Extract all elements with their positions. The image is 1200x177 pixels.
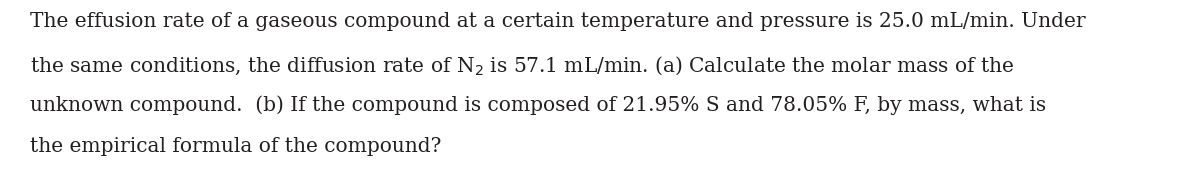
Text: the empirical formula of the compound?: the empirical formula of the compound? <box>30 137 442 156</box>
Text: unknown compound.  (b) If the compound is composed of 21.95% S and 78.05% F, by : unknown compound. (b) If the compound is… <box>30 96 1046 115</box>
Text: the same conditions, the diffusion rate of N$_2$ is 57.1 mL/min. (a) Calculate t: the same conditions, the diffusion rate … <box>30 54 1014 77</box>
Text: The effusion rate of a gaseous compound at a certain temperature and pressure is: The effusion rate of a gaseous compound … <box>30 12 1086 31</box>
